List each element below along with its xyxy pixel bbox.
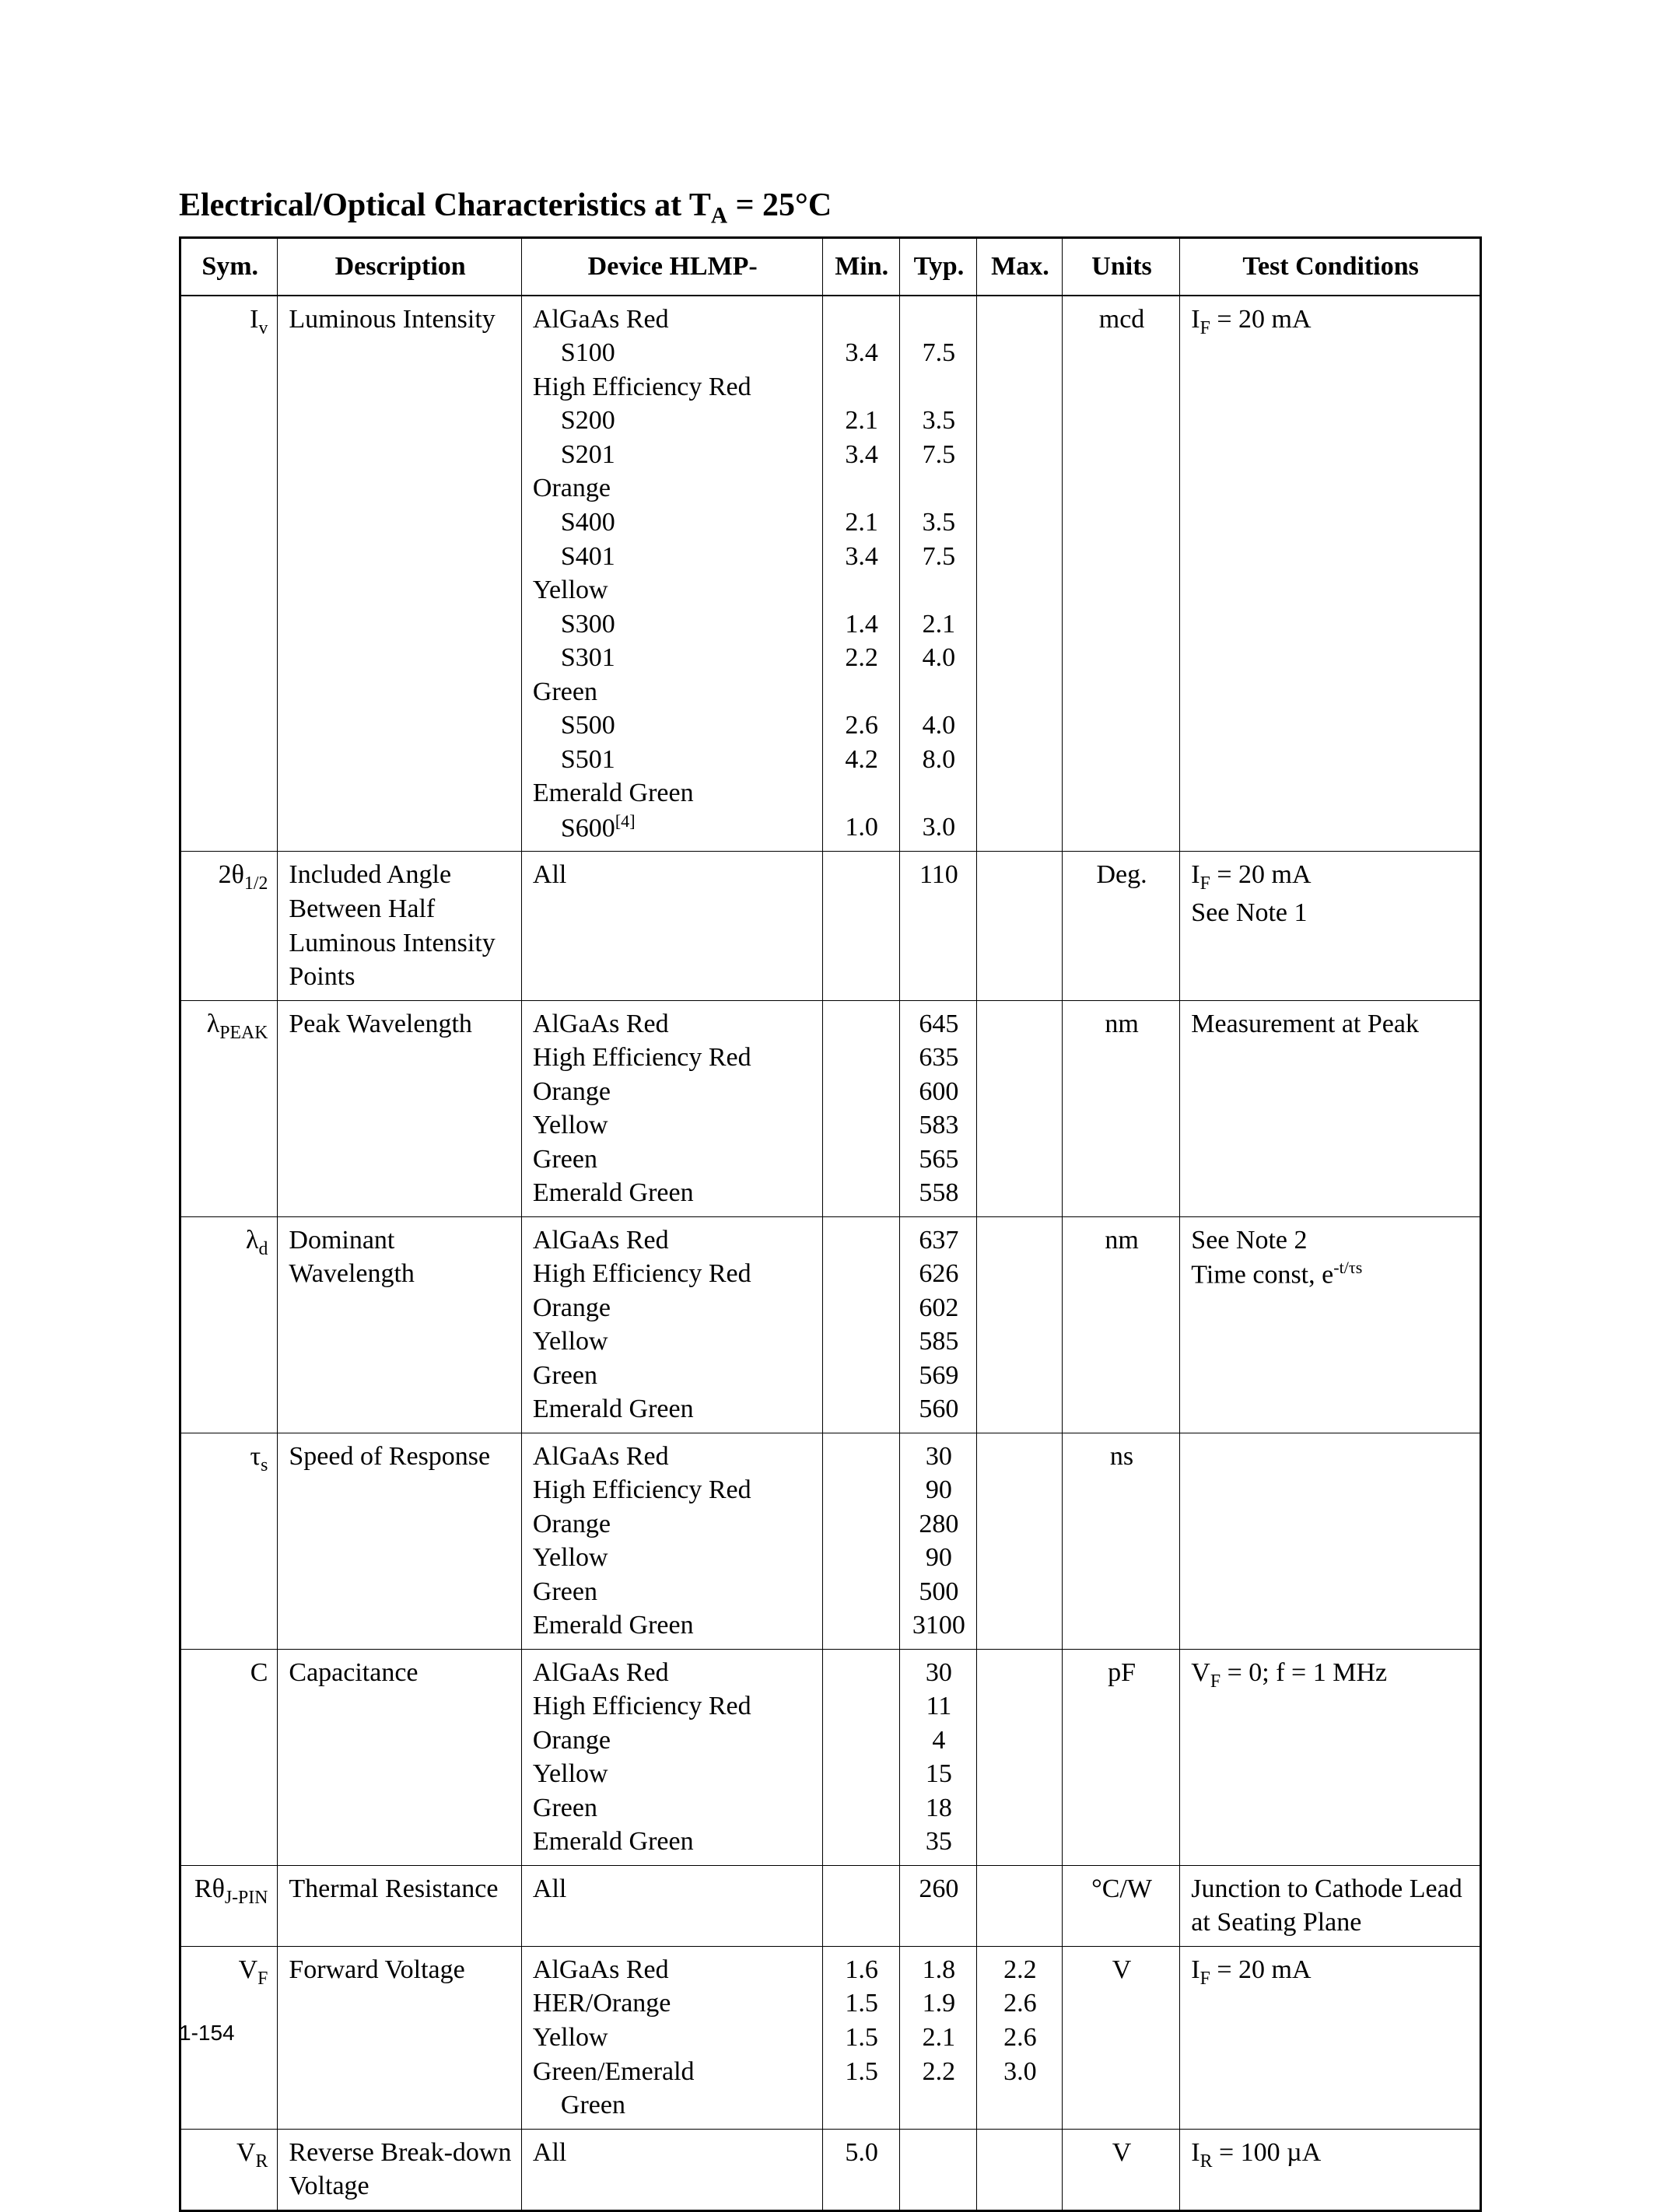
col-header-cond: Test Conditions (1180, 238, 1481, 296)
cell-typ: 1.81.92.12.2 (899, 1946, 976, 2129)
cell-typ: 30114151835 (899, 1649, 976, 1865)
cell-max: 2.22.62.63.0 (977, 1946, 1063, 2129)
cell-device: AlGaAs RedHigh Efficiency RedOrangeYello… (521, 1000, 822, 1216)
table-row: 2θ1/2Included Angle Between Half Luminou… (180, 852, 1481, 1000)
cell-units: nm (1062, 1216, 1180, 1433)
cell-device: All (521, 1865, 822, 1946)
col-header-typ: Typ. (899, 238, 976, 296)
cell-conditions: VF = 0; f = 1 MHz (1180, 1649, 1481, 1865)
cell-min (822, 1000, 899, 1216)
table-row: CCapacitanceAlGaAs RedHigh Efficiency Re… (180, 1649, 1481, 1865)
table-row: λPEAKPeak WavelengthAlGaAs RedHigh Effic… (180, 1000, 1481, 1216)
col-header-desc: Description (278, 238, 522, 296)
cell-typ: 260 (899, 1865, 976, 1946)
page-number: 1-154 (179, 2021, 235, 2046)
table-row: τsSpeed of ResponseAlGaAs RedHigh Effici… (180, 1433, 1481, 1649)
cell-typ: 637626602585569560 (899, 1216, 976, 1433)
cell-description: Capacitance (278, 1649, 522, 1865)
cell-units: ns (1062, 1433, 1180, 1649)
cell-max (977, 2129, 1063, 2210)
col-header-units: Units (1062, 238, 1180, 296)
col-header-sym: Sym. (180, 238, 278, 296)
cell-max (977, 1649, 1063, 1865)
cell-device: AlGaAs RedHigh Efficiency RedOrangeYello… (521, 1433, 822, 1649)
cell-conditions: IF = 20 mA (1180, 1946, 1481, 2129)
col-header-min: Min. (822, 238, 899, 296)
cell-typ: 7.53.57.53.57.52.14.04.08.03.0 (899, 296, 976, 852)
cell-symbol: Iv (180, 296, 278, 852)
cell-min (822, 1865, 899, 1946)
cell-max (977, 296, 1063, 852)
cell-symbol: τs (180, 1433, 278, 1649)
cell-device: AlGaAs RedHigh Efficiency RedOrangeYello… (521, 1216, 822, 1433)
cell-description: Dominant Wavelength (278, 1216, 522, 1433)
cell-device: AlGaAs RedHER/OrangeYellowGreen/EmeraldG… (521, 1946, 822, 2129)
col-header-max: Max. (977, 238, 1063, 296)
cell-conditions: IF = 20 mA (1180, 296, 1481, 852)
cell-symbol: C (180, 1649, 278, 1865)
cell-min: 5.0 (822, 2129, 899, 2210)
cell-units: mcd (1062, 296, 1180, 852)
cell-symbol: VR (180, 2129, 278, 2210)
cell-max (977, 1216, 1063, 1433)
cell-units: V (1062, 2129, 1180, 2210)
cell-conditions: See Note 2Time const, e-t/τs (1180, 1216, 1481, 1433)
cell-description: Thermal Resistance (278, 1865, 522, 1946)
cell-min (822, 1433, 899, 1649)
cell-units: Deg. (1062, 852, 1180, 1000)
cell-max (977, 1865, 1063, 1946)
cell-device: AlGaAs RedHigh Efficiency RedOrangeYello… (521, 1649, 822, 1865)
cell-description: Peak Wavelength (278, 1000, 522, 1216)
table-row: λdDominant WavelengthAlGaAs RedHigh Effi… (180, 1216, 1481, 1433)
cell-conditions: IF = 20 mASee Note 1 (1180, 852, 1481, 1000)
cell-description: Luminous Intensity (278, 296, 522, 852)
cell-typ: 110 (899, 852, 976, 1000)
table-row: IvLuminous IntensityAlGaAs RedS100High E… (180, 296, 1481, 852)
cell-conditions: Measurement at Peak (1180, 1000, 1481, 1216)
table-header-row: Sym. Description Device HLMP- Min. Typ. … (180, 238, 1481, 296)
cell-typ (899, 2129, 976, 2210)
cell-description: Included Angle Between Half Luminous Int… (278, 852, 522, 1000)
cell-conditions: Junction to Cathode Lead at Seating Plan… (1180, 1865, 1481, 1946)
cell-units: pF (1062, 1649, 1180, 1865)
cell-symbol: 2θ1/2 (180, 852, 278, 1000)
cell-device: AlGaAs RedS100High Efficiency RedS200S20… (521, 296, 822, 852)
cell-description: Reverse Break-down Voltage (278, 2129, 522, 2210)
page: Electrical/Optical Characteristics at TA… (0, 0, 1653, 2139)
table-body: IvLuminous IntensityAlGaAs RedS100High E… (180, 296, 1481, 2210)
cell-max (977, 1000, 1063, 1216)
cell-min (822, 1649, 899, 1865)
page-title: Electrical/Optical Characteristics at TA… (179, 187, 1482, 229)
cell-min: 1.61.51.51.5 (822, 1946, 899, 2129)
cell-description: Forward Voltage (278, 1946, 522, 2129)
col-header-dev: Device HLMP- (521, 238, 822, 296)
cell-symbol: RθJ-PIN (180, 1865, 278, 1946)
table-row: VRReverse Break-down VoltageAll5.0 VIR = … (180, 2129, 1481, 2210)
cell-min: 3.42.13.42.13.41.42.22.64.21.0 (822, 296, 899, 852)
cell-device: All (521, 2129, 822, 2210)
cell-units: V (1062, 1946, 1180, 2129)
table-row: VFForward VoltageAlGaAs RedHER/OrangeYel… (180, 1946, 1481, 2129)
characteristics-table: Sym. Description Device HLMP- Min. Typ. … (179, 236, 1482, 2211)
cell-max (977, 852, 1063, 1000)
cell-symbol: λd (180, 1216, 278, 1433)
cell-symbol: λPEAK (180, 1000, 278, 1216)
cell-conditions: IR = 100 µA (1180, 2129, 1481, 2210)
cell-units: °C/W (1062, 1865, 1180, 1946)
table-row: RθJ-PINThermal ResistanceAll 260 °C/WJunct… (180, 1865, 1481, 1946)
cell-units: nm (1062, 1000, 1180, 1216)
cell-min (822, 1216, 899, 1433)
cell-conditions (1180, 1433, 1481, 1649)
cell-typ: 645635600583565558 (899, 1000, 976, 1216)
cell-typ: 3090280905003100 (899, 1433, 976, 1649)
cell-max (977, 1433, 1063, 1649)
cell-description: Speed of Response (278, 1433, 522, 1649)
cell-device: All (521, 852, 822, 1000)
cell-min (822, 852, 899, 1000)
